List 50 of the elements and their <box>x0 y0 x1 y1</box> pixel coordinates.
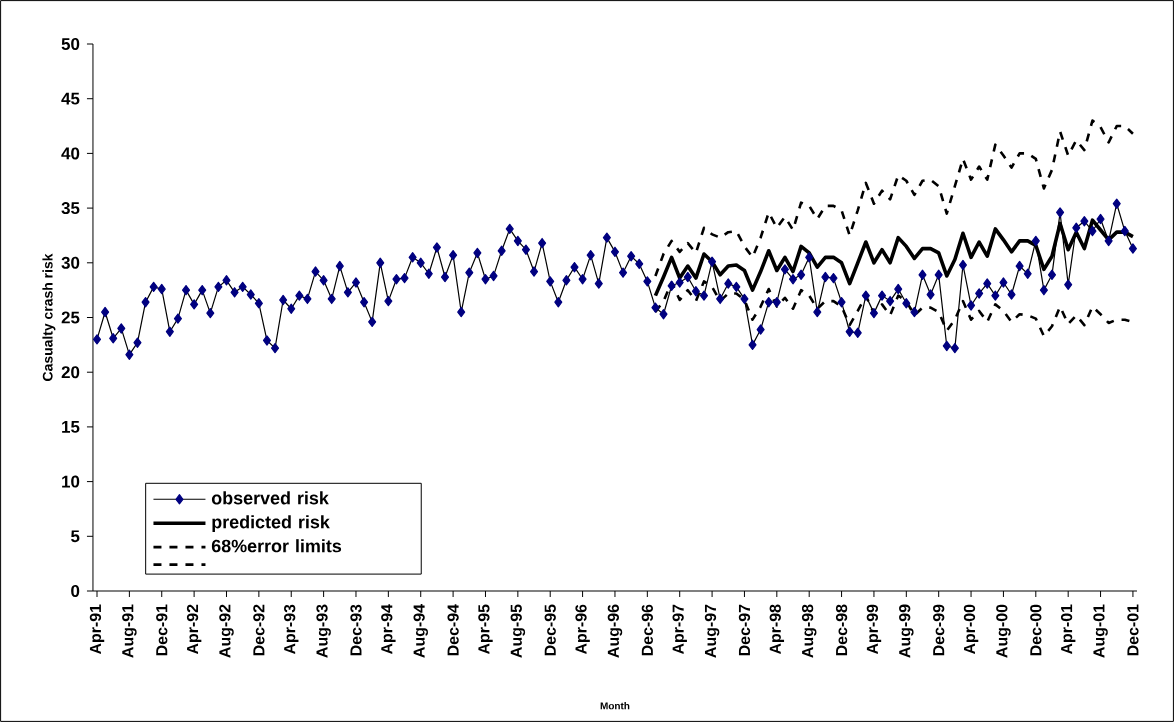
x-tick-label: Apr-96 <box>575 604 590 655</box>
y-axis-title: Casualty crash risk <box>42 253 56 381</box>
x-tick-label: Aug-91 <box>122 604 137 658</box>
x-tick-label: Aug-93 <box>316 604 331 658</box>
x-tick-label: Dec-00 <box>1030 604 1042 656</box>
x-tick-label: Dec-01 <box>1127 604 1139 656</box>
legend-label: observed risk <box>211 491 329 505</box>
x-tick-label: Apr-91 <box>89 604 105 655</box>
y-tick-label: 0 <box>71 585 80 597</box>
x-tick-label: Dec-92 <box>253 604 265 656</box>
x-tick-label: Dec-99 <box>933 604 945 656</box>
y-tick-label: 5 <box>71 530 80 543</box>
x-tick-label: Apr-92 <box>186 604 202 655</box>
y-tick-label: 20 <box>61 366 80 379</box>
line-series <box>654 119 1135 278</box>
x-tick-label: Apr-01 <box>1060 604 1076 655</box>
x-tick-label: Dec-93 <box>350 604 362 656</box>
x-axis-title: Month <box>600 702 630 710</box>
x-tick-label: Dec-95 <box>544 604 556 656</box>
x-tick-label: Apr-95 <box>478 604 493 655</box>
x-tick-label: Aug-92 <box>219 604 234 658</box>
legend-label: 68%error limits <box>211 539 342 553</box>
x-tick-label: Apr-93 <box>284 604 299 655</box>
y-tick-label: 35 <box>61 202 80 215</box>
x-tick-label: Aug-01 <box>1093 604 1108 658</box>
x-tick-label: Aug-96 <box>607 604 623 658</box>
y-tick-label: 40 <box>61 147 80 160</box>
y-tick-label: 30 <box>61 256 80 269</box>
y-tick-label: 50 <box>61 38 80 50</box>
x-tick-label: Aug-97 <box>704 604 720 658</box>
y-tick-label: 10 <box>62 475 80 488</box>
x-tick-label: Dec-97 <box>738 604 751 656</box>
y-tick-label: 25 <box>61 311 80 324</box>
x-tick-label: Dec-98 <box>835 604 848 656</box>
x-tick-label: Aug-99 <box>899 604 914 658</box>
y-tick-label: 15 <box>62 420 80 433</box>
x-tick-label: Apr-97 <box>672 604 687 655</box>
x-tick-label: Apr-00 <box>963 604 979 655</box>
x-tick-label: Apr-98 <box>769 604 785 655</box>
x-tick-label: Apr-94 <box>381 604 396 655</box>
x-tick-label: Dec-91 <box>156 604 168 656</box>
x-tick-label: Apr-99 <box>866 604 882 655</box>
y-tick-label: 45 <box>61 92 80 105</box>
x-tick-label: Aug-98 <box>801 604 817 658</box>
legend-label: predicted risk <box>212 515 330 532</box>
x-tick-label: Aug-94 <box>413 604 428 658</box>
x-tick-label: Dec-96 <box>641 604 653 656</box>
x-tick-label: Aug-95 <box>510 604 526 658</box>
x-tick-label: Dec-94 <box>447 604 459 656</box>
x-tick-label: Aug-00 <box>996 604 1011 658</box>
